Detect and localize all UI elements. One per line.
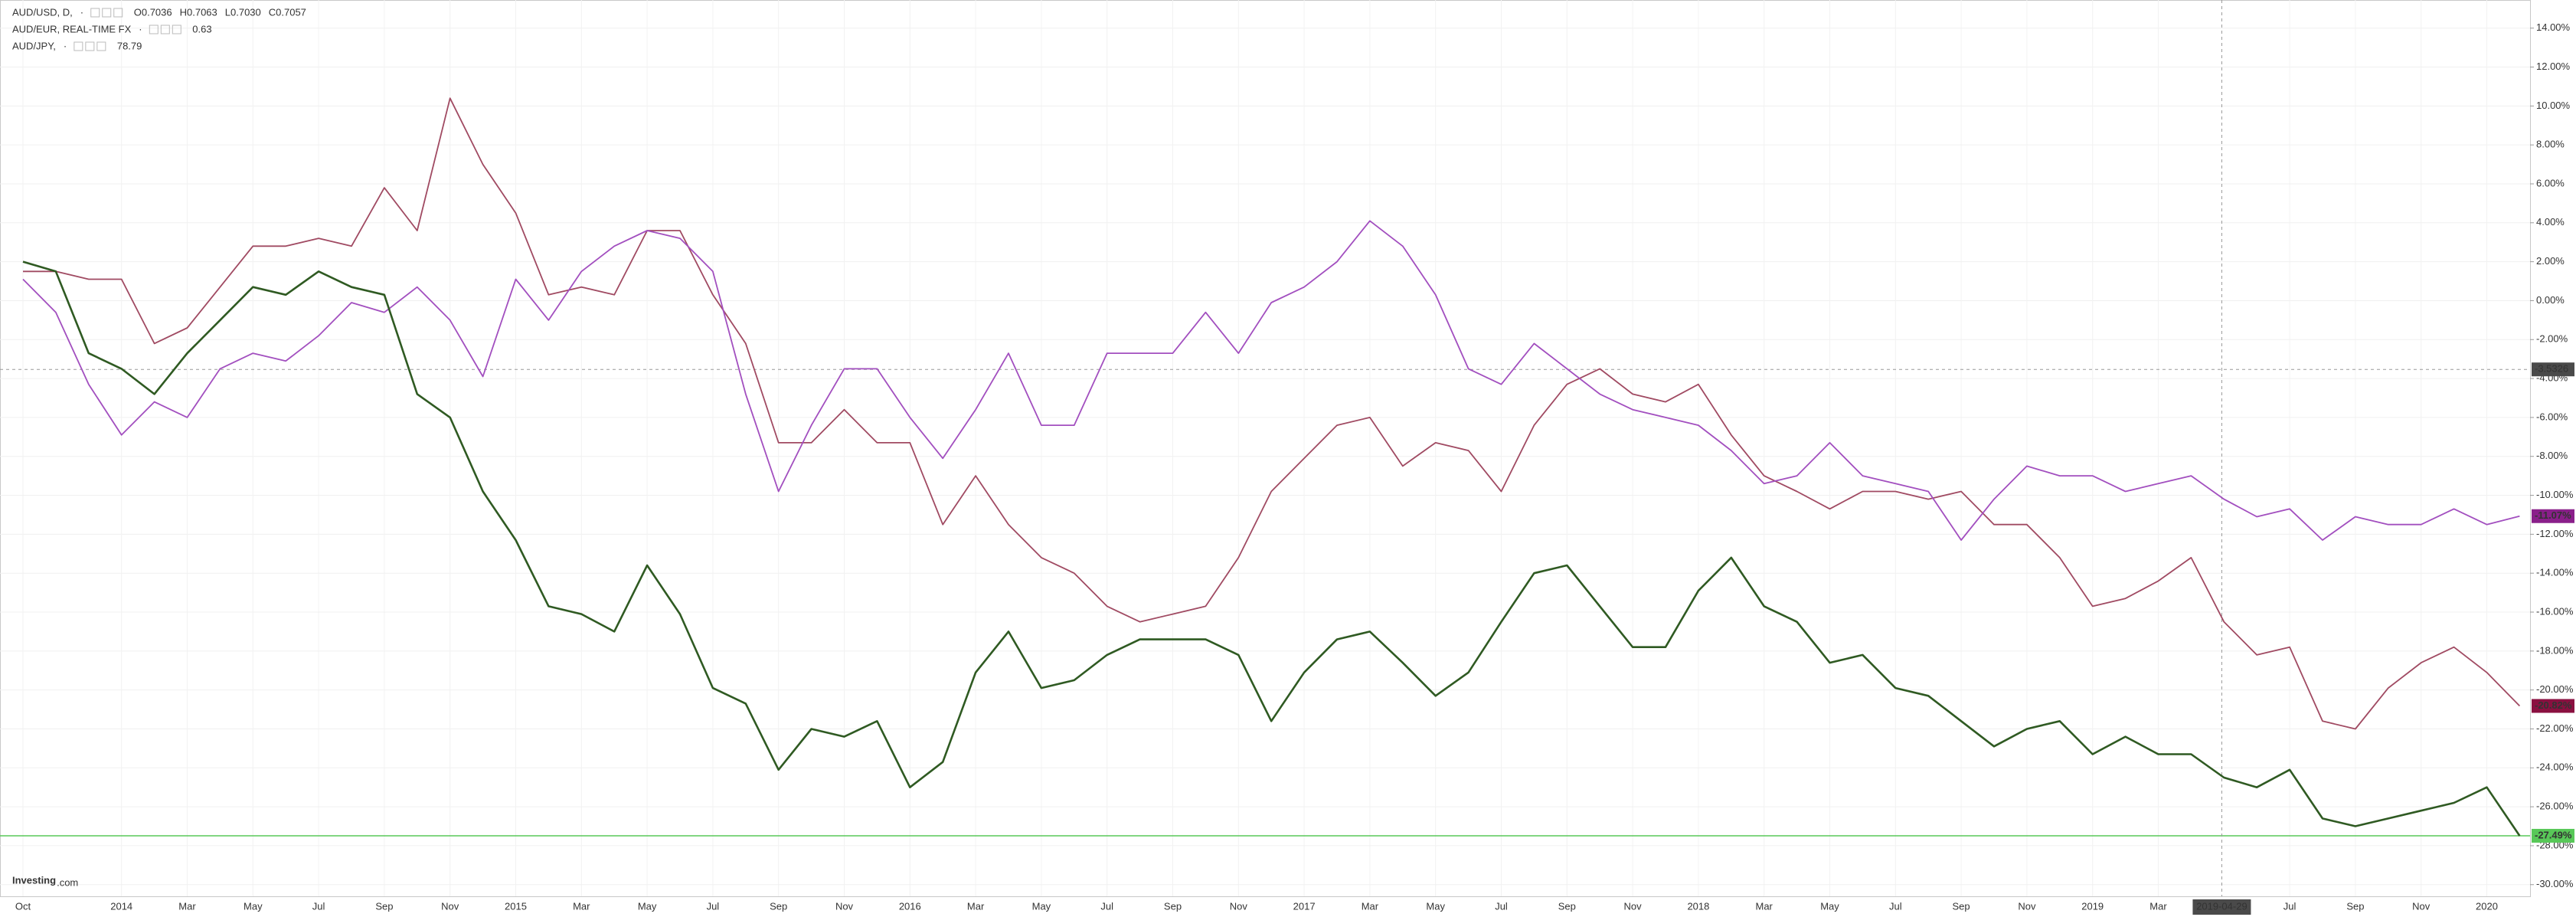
last-value-box <box>2532 828 2574 843</box>
x-tick-label: Mar <box>178 900 196 912</box>
y-tick-label: 12.00% <box>2536 61 2571 72</box>
legend-value: H0.7063 <box>180 6 217 18</box>
y-tick-label: 4.00% <box>2536 216 2565 228</box>
legend-value: C0.7057 <box>269 6 306 18</box>
x-tick-label: Nov <box>441 900 459 912</box>
y-tick-label: -30.00% <box>2536 878 2574 889</box>
legend-value: L0.7030 <box>225 6 261 18</box>
y-tick-label: -24.00% <box>2536 761 2574 773</box>
x-tick-label: May <box>638 900 657 912</box>
x-tick-label: May <box>244 900 263 912</box>
x-tick-label: 2018 <box>1687 900 1709 912</box>
crosshair-x-label: 2019-04-29 <box>2196 900 2247 912</box>
x-tick-label: Oct <box>15 900 31 912</box>
y-tick-label: -2.00% <box>2536 333 2568 345</box>
x-tick-label: Mar <box>2149 900 2167 912</box>
x-tick-label: 2014 <box>110 900 132 912</box>
x-tick-label: Jul <box>312 900 325 912</box>
y-tick-label: -14.00% <box>2536 567 2574 578</box>
x-tick-label: Sep <box>770 900 787 912</box>
y-tick-label: 10.00% <box>2536 100 2571 111</box>
series-line <box>23 97 2521 730</box>
legend-button <box>102 8 112 18</box>
y-tick-label: 2.00% <box>2536 255 2565 267</box>
y-tick-label: -16.00% <box>2536 605 2574 617</box>
y-tick-label: -8.00% <box>2536 450 2568 461</box>
x-tick-label: Jul <box>2283 900 2296 912</box>
y-tick-label: -12.00% <box>2536 528 2574 539</box>
y-tick-label: -18.00% <box>2536 644 2574 656</box>
x-tick-label: Mar <box>1756 900 1773 912</box>
legend-button <box>96 41 106 51</box>
x-tick-label: Sep <box>2346 900 2364 912</box>
logo: Investing <box>12 874 56 886</box>
x-tick-label: Sep <box>1953 900 1970 912</box>
x-tick-label: Mar <box>573 900 590 912</box>
x-tick-label: Mar <box>967 900 985 912</box>
legend-button <box>149 25 159 34</box>
legend-dot: · <box>139 23 142 34</box>
y-tick-label: -20.00% <box>2536 683 2574 695</box>
last-value-box <box>2532 699 2574 713</box>
last-value-label: -11.07% <box>2535 509 2571 521</box>
x-tick-label: Jul <box>707 900 720 912</box>
crosshair-x-box <box>2192 899 2251 915</box>
x-tick-label: Nov <box>2412 900 2431 912</box>
legend-name: AUD/EUR, REAL-TIME FX <box>12 23 132 34</box>
legend-button <box>172 25 181 34</box>
legend-value: 0.63 <box>192 23 211 34</box>
x-tick-label: Nov <box>1230 900 1248 912</box>
x-tick-label: Nov <box>835 900 854 912</box>
y-tick-label: 14.00% <box>2536 21 2571 33</box>
x-tick-label: Sep <box>1164 900 1182 912</box>
y-tick-label: 8.00% <box>2536 139 2565 150</box>
legend-value: O0.7036 <box>134 6 172 18</box>
x-tick-label: 2015 <box>505 900 527 912</box>
series-line <box>22 220 2520 541</box>
y-tick-label: 0.00% <box>2536 294 2565 306</box>
last-value-label: -20.82% <box>2535 699 2572 711</box>
series-line <box>22 260 2521 837</box>
legend-button <box>160 25 170 34</box>
x-tick-label: Sep <box>1558 900 1576 912</box>
x-tick-label: Jul <box>1495 900 1508 912</box>
y-tick-label: -6.00% <box>2536 411 2568 422</box>
y-tick-label: -26.00% <box>2536 801 2574 812</box>
logo-suffix: .com <box>57 876 78 888</box>
x-tick-label: May <box>1032 900 1051 912</box>
x-tick-label: Nov <box>2018 900 2036 912</box>
legend-button <box>113 8 123 18</box>
legend-dot: · <box>80 6 83 18</box>
crosshair-y-label: -3.5326 <box>2535 363 2568 375</box>
legend-name: AUD/JPY, <box>12 40 56 51</box>
legend-button <box>90 8 100 18</box>
x-tick-label: 2016 <box>899 900 921 912</box>
y-tick-label: -10.00% <box>2536 489 2574 500</box>
y-tick-label: 6.00% <box>2536 177 2565 188</box>
x-tick-label: 2020 <box>2476 900 2498 912</box>
x-tick-label: May <box>1820 900 1839 912</box>
legend-button <box>85 41 95 51</box>
x-tick-label: Mar <box>1362 900 1379 912</box>
plot-frame <box>0 0 2531 897</box>
legend-name: AUD/USD, D, <box>12 6 73 18</box>
legend-button <box>74 41 83 51</box>
legend-dot: · <box>64 40 67 51</box>
crosshair-y-box <box>2532 362 2574 377</box>
x-tick-label: 2017 <box>1293 900 1316 912</box>
x-tick-label: 2019 <box>2081 900 2104 912</box>
x-tick-label: May <box>1426 900 1445 912</box>
x-tick-label: Sep <box>375 900 393 912</box>
y-tick-label: -22.00% <box>2536 722 2574 734</box>
x-tick-label: Nov <box>1624 900 1643 912</box>
x-tick-label: Jul <box>1100 900 1113 912</box>
last-value-label: -27.49% <box>2535 829 2572 840</box>
last-value-box <box>2532 509 2574 523</box>
x-tick-label: Jul <box>1889 900 1902 912</box>
legend-value: 78.79 <box>117 40 142 51</box>
